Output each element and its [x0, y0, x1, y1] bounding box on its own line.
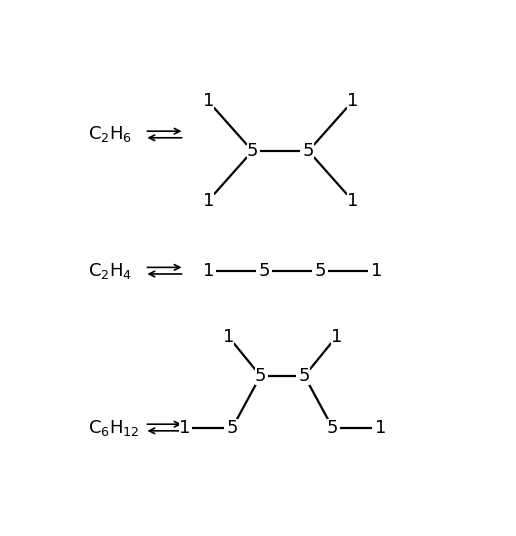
Text: 1: 1: [370, 262, 382, 280]
Text: 5: 5: [303, 142, 314, 160]
Text: 5: 5: [247, 142, 258, 160]
Text: 1: 1: [375, 419, 386, 436]
Text: C$_2$H$_6$: C$_2$H$_6$: [89, 124, 133, 145]
Text: 1: 1: [347, 191, 358, 210]
Text: 1: 1: [347, 93, 358, 110]
Text: 5: 5: [315, 262, 326, 280]
Text: 1: 1: [203, 191, 214, 210]
Text: 1: 1: [331, 327, 342, 346]
Text: 5: 5: [299, 367, 310, 385]
Text: C$_6$H$_{12}$: C$_6$H$_{12}$: [89, 418, 140, 437]
Text: 5: 5: [227, 419, 238, 436]
Text: 5: 5: [327, 419, 338, 436]
Text: 5: 5: [259, 262, 270, 280]
Text: 1: 1: [179, 419, 190, 436]
Text: C$_2$H$_4$: C$_2$H$_4$: [89, 260, 133, 281]
Text: 1: 1: [223, 327, 234, 346]
Text: 1: 1: [203, 262, 214, 280]
Text: 5: 5: [255, 367, 266, 385]
Text: 1: 1: [203, 93, 214, 110]
